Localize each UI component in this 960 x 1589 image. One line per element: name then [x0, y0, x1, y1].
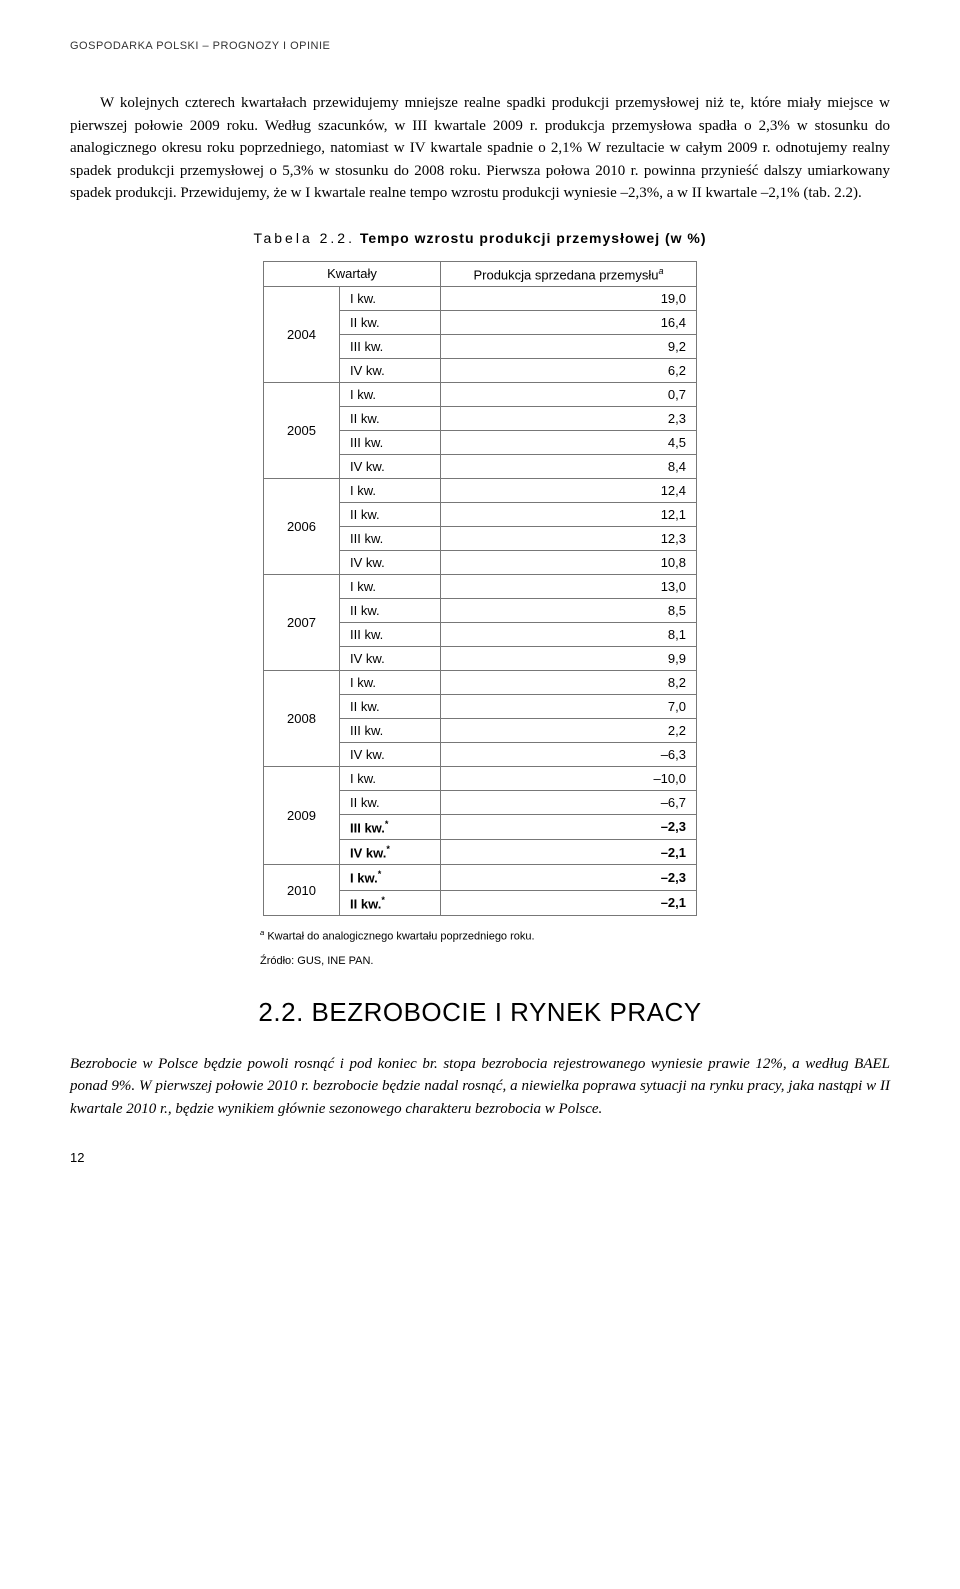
table-value-cell: –2,1 [441, 890, 697, 915]
running-header: GOSPODARKA POLSKI – PROGNOZY I OPINIE [70, 40, 890, 52]
table-quarter-cell: I kw.* [340, 865, 441, 890]
table-quarter-cell: IV kw. [340, 742, 441, 766]
table-quarter-cell: I kw. [340, 382, 441, 406]
table-quarter-cell: III kw. [340, 718, 441, 742]
table-value-cell: 9,9 [441, 646, 697, 670]
table-header-col2-sup: a [658, 266, 663, 276]
table-quarter-cell: II kw.* [340, 890, 441, 915]
table-quarter-cell: I kw. [340, 670, 441, 694]
table-source: Źródło: GUS, INE PAN. [260, 955, 890, 967]
table-value-cell: 6,2 [441, 358, 697, 382]
table-quarter-cell: IV kw. [340, 646, 441, 670]
table-quarter-cell: I kw. [340, 574, 441, 598]
table-value-cell: 2,2 [441, 718, 697, 742]
table-value-cell: 2,3 [441, 406, 697, 430]
table-caption-title: Tempo wzrostu produkcji przemysłowej (w … [360, 230, 707, 246]
table-year-cell: 2010 [264, 865, 340, 916]
table-value-cell: 8,2 [441, 670, 697, 694]
table-quarter-cell: II kw. [340, 790, 441, 814]
table-year-cell: 2006 [264, 478, 340, 574]
table-header-col2: Produkcja sprzedana przemysłua [441, 261, 697, 286]
table-value-cell: –2,1 [441, 840, 697, 865]
table-footnote: a Kwartał do analogicznego kwartału popr… [260, 928, 890, 943]
table-value-cell: 12,3 [441, 526, 697, 550]
table-value-cell: 12,1 [441, 502, 697, 526]
table-quarter-cell: II kw. [340, 502, 441, 526]
data-table: Kwartały Produkcja sprzedana przemysłua … [263, 261, 697, 917]
table-value-cell: 7,0 [441, 694, 697, 718]
table-year-cell: 2004 [264, 286, 340, 382]
italic-leading-paragraph: Bezrobocie w Polsce będzie powoli rosnąć… [70, 1053, 890, 1121]
table-year-cell: 2009 [264, 766, 340, 865]
table-value-cell: –10,0 [441, 766, 697, 790]
table-quarter-cell: III kw. [340, 334, 441, 358]
section-heading: 2.2. BEZROBOCIE I RYNEK PRACY [70, 997, 890, 1028]
table-value-cell: 16,4 [441, 310, 697, 334]
table-value-cell: 8,4 [441, 454, 697, 478]
table-value-cell: –6,7 [441, 790, 697, 814]
table-value-cell: –6,3 [441, 742, 697, 766]
table-value-cell: 12,4 [441, 478, 697, 502]
body-paragraph-1: W kolejnych czterech kwartałach przewidu… [70, 92, 890, 205]
table-value-cell: 10,8 [441, 550, 697, 574]
table-value-cell: –2,3 [441, 814, 697, 839]
table-year-cell: 2008 [264, 670, 340, 766]
table-value-cell: 8,5 [441, 598, 697, 622]
table-quarter-cell: IV kw. [340, 454, 441, 478]
table-value-cell: 4,5 [441, 430, 697, 454]
table-quarter-cell: IV kw. [340, 550, 441, 574]
table-value-cell: –2,3 [441, 865, 697, 890]
footnote-text: Kwartał do analogicznego kwartału poprze… [264, 931, 534, 943]
table-caption-prefix: Tabela 2.2. [253, 230, 355, 246]
table-quarter-cell: I kw. [340, 478, 441, 502]
table-value-cell: 19,0 [441, 286, 697, 310]
page-number: 12 [70, 1150, 890, 1165]
table-value-cell: 8,1 [441, 622, 697, 646]
table-caption: Tabela 2.2. Tempo wzrostu produkcji prze… [70, 230, 890, 246]
table-quarter-cell: IV kw. [340, 358, 441, 382]
table-value-cell: 9,2 [441, 334, 697, 358]
table-quarter-cell: II kw. [340, 310, 441, 334]
table-year-cell: 2007 [264, 574, 340, 670]
table-header-col2-text: Produkcja sprzedana przemysłu [473, 267, 658, 282]
table-quarter-cell: I kw. [340, 766, 441, 790]
table-quarter-cell: II kw. [340, 598, 441, 622]
table-value-cell: 13,0 [441, 574, 697, 598]
table-quarter-cell: I kw. [340, 286, 441, 310]
table-quarter-cell: II kw. [340, 406, 441, 430]
table-year-cell: 2005 [264, 382, 340, 478]
table-quarter-cell: III kw. [340, 430, 441, 454]
table-quarter-cell: III kw.* [340, 814, 441, 839]
table-quarter-cell: III kw. [340, 622, 441, 646]
table-quarter-cell: II kw. [340, 694, 441, 718]
table-quarter-cell: IV kw.* [340, 840, 441, 865]
table-header-col1: Kwartały [264, 261, 441, 286]
table-quarter-cell: III kw. [340, 526, 441, 550]
table-value-cell: 0,7 [441, 382, 697, 406]
